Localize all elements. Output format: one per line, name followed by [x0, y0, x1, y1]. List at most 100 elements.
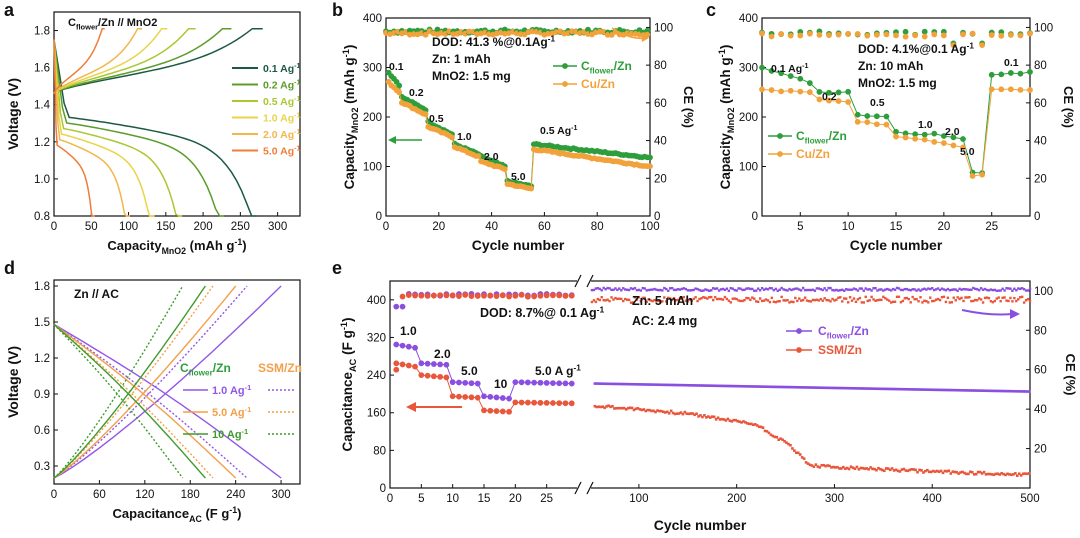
capacitance-point — [593, 382, 597, 385]
x-tick-label: 0 — [383, 221, 389, 233]
ce-point — [706, 288, 709, 292]
capacitance-point — [487, 407, 494, 414]
capacitance-point — [867, 468, 870, 471]
ce-point — [657, 299, 660, 303]
capacitance-point — [648, 383, 651, 386]
capacitance-point — [884, 387, 888, 391]
x-tick-label: 15 — [890, 221, 903, 233]
ce-point — [909, 301, 912, 304]
y2-tick-label: 60 — [1034, 365, 1047, 377]
ce-point — [901, 299, 905, 303]
capacitance-point — [847, 386, 851, 390]
capacitance-point — [980, 389, 984, 392]
ce-point — [602, 298, 605, 302]
y2-tick-label: 20 — [1034, 173, 1047, 185]
capacitance-point — [777, 385, 781, 389]
ce-point — [723, 295, 727, 299]
ce-point — [913, 288, 916, 291]
capacitance-point — [685, 412, 689, 415]
capacitance-point — [751, 385, 755, 388]
capacitance-point — [1027, 472, 1031, 475]
ce-point — [678, 288, 682, 291]
axis-arrow-head — [406, 402, 416, 412]
ce-point — [625, 288, 629, 291]
capacitance-point — [822, 463, 825, 467]
capacitance-point — [773, 435, 777, 439]
ce-point — [624, 297, 627, 301]
ce-point — [665, 300, 668, 303]
ce-point — [743, 298, 746, 302]
capacitance-point — [499, 408, 506, 415]
capacitance-point — [816, 386, 820, 389]
ce-point — [412, 292, 418, 299]
discharge-curve — [53, 323, 206, 479]
capacitance-point — [883, 387, 886, 391]
axis-arrow-head — [1010, 309, 1020, 319]
ce-point — [790, 288, 793, 292]
capacitance-point — [900, 468, 904, 471]
capacity-point — [816, 96, 823, 103]
charge-curve — [53, 27, 142, 95]
ce-point — [598, 287, 601, 291]
capacitance-point — [865, 467, 869, 470]
ce-point — [772, 300, 776, 304]
ce-point — [966, 288, 969, 291]
y2-axis-label: CE (%) — [1061, 86, 1076, 128]
ce-point — [907, 288, 910, 292]
ce-point — [735, 297, 738, 301]
x-tick-label: 10 — [446, 493, 459, 505]
ce-point — [829, 286, 832, 290]
capacitance-point — [798, 386, 802, 389]
capacitance-point — [724, 384, 728, 388]
ce-point — [768, 33, 775, 40]
capacitance-point — [971, 470, 974, 474]
ce-point — [686, 300, 689, 303]
ce-point — [774, 287, 777, 291]
panel-label-b: b — [332, 0, 343, 20]
legend-label: 0.1 Ag-1 — [263, 62, 300, 75]
ce-point — [929, 296, 932, 299]
capacity-point — [960, 136, 966, 142]
capacity-point — [422, 111, 429, 118]
capacitance-point — [931, 388, 935, 392]
ce-point — [756, 300, 760, 304]
ce-point — [921, 288, 924, 291]
ce-point — [760, 299, 764, 303]
capacitance-point — [853, 387, 857, 390]
capacitance-point — [927, 388, 931, 392]
ce-point — [704, 296, 707, 299]
ce-point — [639, 300, 643, 303]
ce-point — [680, 297, 684, 300]
capacitance-point — [644, 409, 648, 413]
ce-point — [962, 299, 965, 303]
capacitance-point — [568, 400, 575, 407]
capacitance-point — [838, 467, 841, 470]
ce-point — [864, 287, 867, 290]
ce-point — [893, 300, 897, 304]
ce-point — [927, 301, 930, 304]
discharge-curve — [53, 39, 183, 217]
ce-point — [741, 288, 744, 292]
capacitance-point — [877, 387, 880, 391]
capacitance-point — [619, 382, 622, 386]
ce-point — [430, 292, 437, 299]
capacity-point — [826, 97, 832, 104]
charge-curve — [53, 285, 248, 479]
ce-point — [882, 295, 885, 299]
capacitance-point — [679, 383, 683, 387]
capacitance-point — [914, 468, 917, 472]
ce-point — [456, 293, 462, 299]
discharge-curve — [53, 39, 155, 217]
ce-point — [846, 288, 850, 291]
ce-point — [749, 287, 752, 291]
capacitance-point — [456, 393, 462, 400]
y-tick-label: 200 — [363, 112, 382, 124]
capacitance-point — [537, 399, 544, 406]
ce-point — [944, 289, 948, 292]
ce-point — [612, 298, 615, 301]
capacitance-point — [607, 382, 610, 386]
ce-point — [606, 298, 609, 301]
ce-point — [952, 296, 955, 299]
capacitance-point — [814, 463, 818, 466]
capacity-point — [950, 142, 957, 149]
